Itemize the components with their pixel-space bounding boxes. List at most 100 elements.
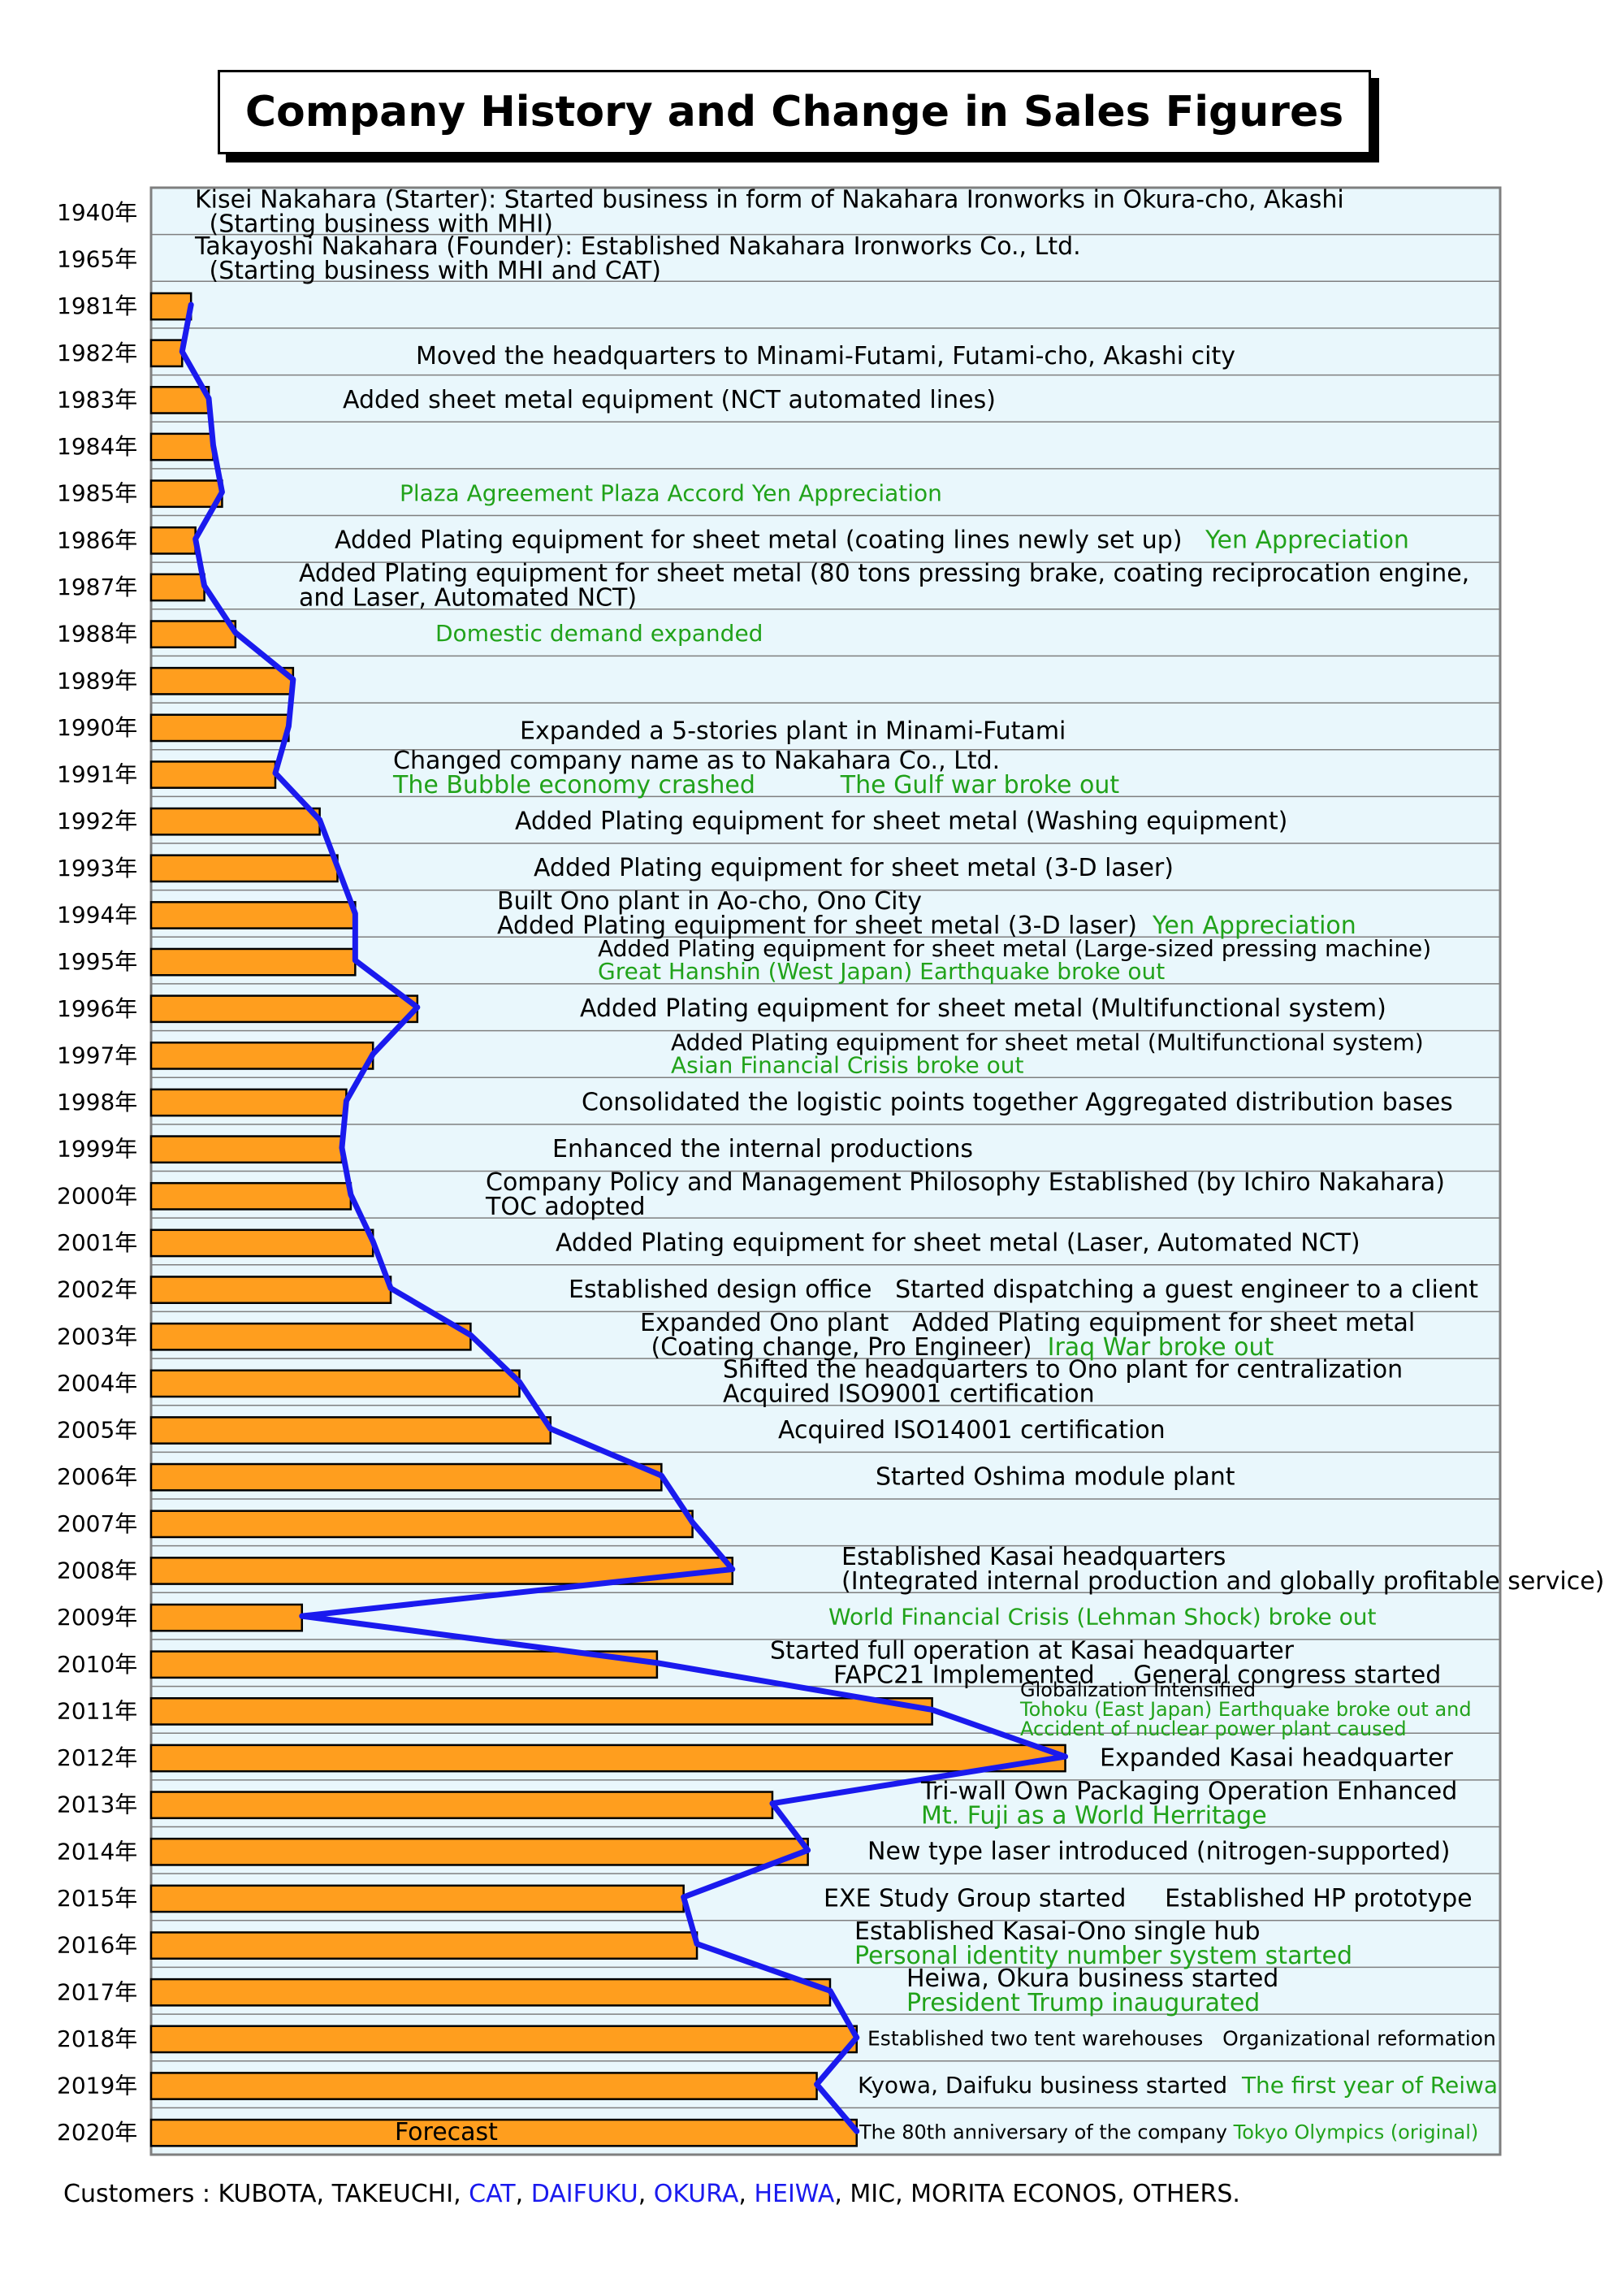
sales-bar <box>149 1462 663 1492</box>
event-annotation: Added Plating equipment for sheet metal … <box>580 994 1386 1023</box>
event-text: Established Kasai-Ono single hub <box>854 1917 1261 1946</box>
event-annotation: Accident of nuclear power plant caused <box>1020 1718 1407 1740</box>
event-annotation: Globalization Intensified <box>1020 1679 1256 1701</box>
event-annotation: Mt. Fuji as a World Herritage <box>921 1801 1267 1830</box>
event-text: and Laser, Automated NCT) <box>299 584 637 613</box>
year-label: 1983年 <box>57 386 137 413</box>
event-annotation: (Integrated internal production and glob… <box>841 1567 1604 1596</box>
event-text: Tri-wall Own Packaging Operation Enhance… <box>920 1777 1457 1805</box>
event-annotation: Enhanced the internal productions <box>552 1135 973 1163</box>
event-annotation: Established Kasai headquarters <box>841 1543 1226 1571</box>
customer-text: , <box>515 2180 531 2208</box>
event-annotation: Established design office Started dispat… <box>569 1276 1478 1304</box>
sales-bar <box>149 2072 818 2100</box>
sales-bar <box>149 292 192 321</box>
year-label: 2011年 <box>57 1697 137 1724</box>
event-annotation: Domestic demand expanded <box>435 620 763 647</box>
sales-trend-line <box>179 301 1069 2134</box>
event-text: (Integrated internal production and glob… <box>841 1567 1604 1596</box>
sales-bar <box>149 1791 774 1820</box>
year-label: 1982年 <box>57 340 137 366</box>
event-text: Accident of nuclear power plant caused <box>1020 1718 1407 1740</box>
event-annotation: Personal identity number system started <box>854 1942 1352 1970</box>
event-annotation: Added sheet metal equipment (NCT automat… <box>343 386 996 414</box>
year-label: 2014年 <box>57 1838 137 1865</box>
event-annotation: Added Plating equipment for sheet metal … <box>534 854 1174 882</box>
sales-bar <box>149 760 277 789</box>
event-annotation: Established Kasai-Ono single hub <box>854 1917 1261 1946</box>
sales-bar <box>149 1650 659 1679</box>
event-annotation: Added Plating equipment for sheet metal … <box>556 1228 1360 1257</box>
event-text: Tokyo Olympics (original) <box>1233 2121 1479 2143</box>
sales-bar <box>149 1369 521 1398</box>
event-text: (Coating change, Pro Engineer) <box>643 1333 1048 1362</box>
event-text: Shifted the headquarters to Ono plant fo… <box>723 1355 1403 1384</box>
event-annotation: Added Plating equipment for sheet metal … <box>515 808 1287 836</box>
sales-bar <box>149 2025 858 2054</box>
sales-bar <box>149 1931 699 1960</box>
event-text: Kyowa, Daifuku business started <box>858 2072 1242 2099</box>
event-text: Changed company name as to Nakahara Co.,… <box>393 747 1000 775</box>
event-text: Iraq War broke out <box>1048 1333 1274 1362</box>
event-text: President Trump inaugurated <box>906 1989 1260 2017</box>
year-label: 2002年 <box>57 1276 137 1303</box>
event-annotation: Acquired ISO9001 certification <box>723 1380 1095 1408</box>
year-label: 1992年 <box>57 808 137 834</box>
sales-bar <box>149 1276 392 1304</box>
event-text: (Starting business with MHI) <box>201 210 553 238</box>
sales-bar <box>149 339 184 368</box>
event-annotation: Great Hanshin (West Japan) Earthquake br… <box>598 958 1165 985</box>
event-text: Heiwa, Okura business started <box>906 1965 1278 1993</box>
event-annotation: Added Plating equipment for sheet metal … <box>335 526 1409 555</box>
year-label: 2000年 <box>57 1182 137 1209</box>
year-label: 1981年 <box>57 292 137 319</box>
sales-bar <box>149 620 237 648</box>
event-text: Added Plating equipment for sheet metal … <box>580 994 1386 1023</box>
event-annotation: Tohoku (East Japan) Earthquake broke out… <box>1019 1698 1472 1721</box>
event-annotation: Kisei Nakahara (Starter): Started busine… <box>195 185 1344 214</box>
event-text: Established two tent warehouses Organiza… <box>867 2026 1496 2050</box>
sales-bar <box>149 1697 933 1726</box>
event-text: Added Plating equipment for sheet metal … <box>497 912 1137 940</box>
event-annotation: Established two tent warehouses Organiza… <box>867 2026 1496 2050</box>
customer-text: Customers : KUBOTA, TAKEUCHI, <box>63 2180 469 2208</box>
sales-bar <box>149 1322 472 1351</box>
event-text: Started full operation at Kasai headquar… <box>770 1636 1295 1665</box>
customer-highlight: HEIWA <box>754 2180 835 2208</box>
event-text: Added sheet metal equipment (NCT automat… <box>343 386 996 414</box>
event-annotation: The Bubble economy crashed The Gulf war … <box>392 771 1119 799</box>
year-label: 2016年 <box>57 1932 137 1959</box>
sales-bar <box>149 386 210 414</box>
event-annotation: Tri-wall Own Packaging Operation Enhance… <box>920 1777 1457 1805</box>
year-label: 1990年 <box>57 714 137 741</box>
event-annotation: Expanded a 5-stories plant in Minami-Fut… <box>520 717 1066 745</box>
year-label: 1995年 <box>57 948 137 975</box>
year-label: 2008年 <box>57 1557 137 1583</box>
event-annotation: Built Ono plant in Ao-cho, Ono City <box>497 887 922 916</box>
event-text: The 80th anniversary of the company <box>859 2121 1234 2143</box>
event-text: Expanded a 5-stories plant in Minami-Fut… <box>520 717 1066 745</box>
event-text: Added Plating equipment for sheet metal … <box>598 935 1431 962</box>
event-annotation: Expanded Ono plant Added Plating equipme… <box>640 1309 1415 1337</box>
event-annotation: World Financial Crisis (Lehman Shock) br… <box>828 1604 1377 1631</box>
sales-bar <box>149 573 205 602</box>
event-annotation: FAPC21 Implemented General congress star… <box>833 1661 1441 1689</box>
event-text: Yen Appreciation <box>1137 912 1356 940</box>
year-label: 1987年 <box>57 574 137 600</box>
event-text: Added Plating equipment for sheet metal … <box>515 808 1287 836</box>
event-text: Mt. Fuji as a World Herritage <box>921 1801 1267 1830</box>
sales-bar <box>149 901 357 929</box>
event-text: FAPC21 Implemented General congress star… <box>833 1661 1441 1689</box>
customer-highlight: DAIFUKU <box>530 2180 638 2208</box>
year-label: 1985年 <box>57 480 137 507</box>
event-text: Established Kasai headquarters <box>841 1543 1226 1571</box>
event-annotation: Shifted the headquarters to Ono plant fo… <box>723 1355 1403 1384</box>
event-annotation: Takayoshi Nakahara (Founder): Establishe… <box>194 232 1081 261</box>
year-label: 2004年 <box>57 1370 137 1397</box>
year-label: 2020年 <box>57 2119 137 2146</box>
year-label: 2001年 <box>57 1229 137 1256</box>
event-text: The Bubble economy crashed The Gulf war … <box>392 771 1119 799</box>
event-annotation: (Starting business with MHI) <box>201 210 553 238</box>
event-annotation: EXE Study Group started Established HP p… <box>824 1884 1473 1913</box>
